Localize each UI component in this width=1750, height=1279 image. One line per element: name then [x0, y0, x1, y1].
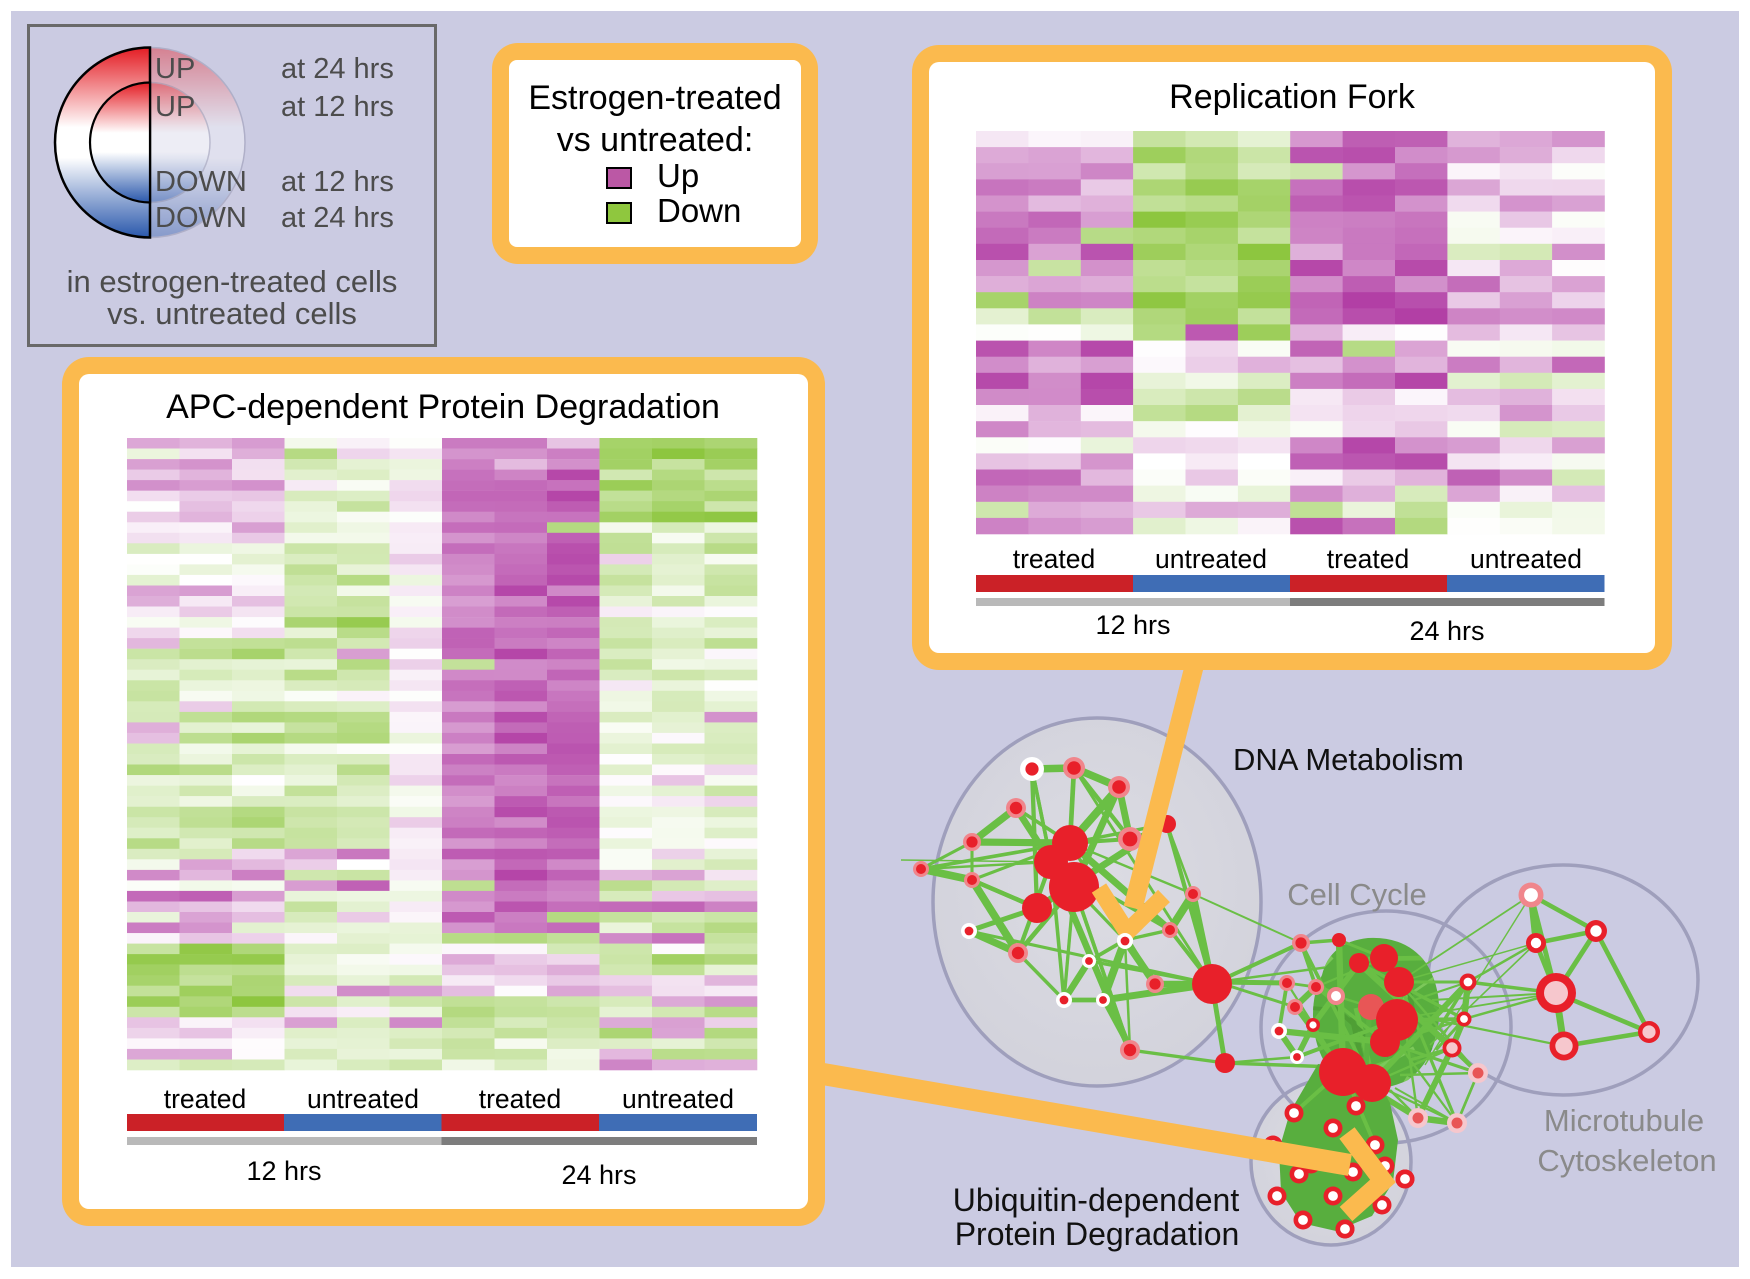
svg-text:Replication Fork: Replication Fork: [1169, 78, 1416, 116]
svg-text:Microtubule: Microtubule: [1544, 1103, 1704, 1138]
svg-text:Down: Down: [657, 192, 741, 229]
svg-text:treated: treated: [1327, 544, 1410, 574]
svg-text:12 hrs: 12 hrs: [1095, 610, 1170, 640]
svg-text:vs. untreated cells: vs. untreated cells: [107, 296, 357, 331]
svg-text:UP: UP: [155, 91, 195, 123]
svg-text:treated: treated: [164, 1084, 247, 1114]
svg-text:at 24 hrs: at 24 hrs: [281, 53, 394, 85]
svg-text:DOWN: DOWN: [155, 166, 247, 198]
svg-text:UP: UP: [155, 53, 195, 85]
svg-text:untreated: untreated: [1155, 544, 1267, 574]
svg-text:Up: Up: [657, 157, 699, 194]
svg-text:APC-dependent Protein Degradat: APC-dependent Protein Degradation: [166, 388, 720, 426]
svg-text:Cytoskeleton: Cytoskeleton: [1537, 1143, 1716, 1178]
svg-text:in estrogen-treated cells: in estrogen-treated cells: [67, 264, 398, 299]
svg-text:Estrogen-treated: Estrogen-treated: [528, 79, 781, 117]
svg-text:DNA Metabolism: DNA Metabolism: [1233, 742, 1464, 777]
svg-text:treated: treated: [479, 1084, 562, 1114]
svg-text:vs untreated:: vs untreated:: [557, 121, 754, 159]
svg-text:at 24 hrs: at 24 hrs: [281, 202, 394, 234]
svg-text:treated: treated: [1013, 544, 1096, 574]
svg-text:12 hrs: 12 hrs: [246, 1156, 321, 1186]
svg-text:Protein Degradation: Protein Degradation: [955, 1216, 1240, 1252]
svg-text:24 hrs: 24 hrs: [561, 1160, 636, 1190]
svg-text:at 12 hrs: at 12 hrs: [281, 166, 394, 198]
svg-text:untreated: untreated: [622, 1084, 734, 1114]
svg-text:at 12 hrs: at 12 hrs: [281, 91, 394, 123]
svg-text:untreated: untreated: [1470, 544, 1582, 574]
svg-text:untreated: untreated: [307, 1084, 419, 1114]
svg-text:DOWN: DOWN: [155, 202, 247, 234]
svg-text:24 hrs: 24 hrs: [1409, 616, 1484, 646]
svg-text:Ubiquitin-dependent: Ubiquitin-dependent: [953, 1182, 1240, 1218]
svg-text:Cell Cycle: Cell Cycle: [1287, 877, 1427, 912]
